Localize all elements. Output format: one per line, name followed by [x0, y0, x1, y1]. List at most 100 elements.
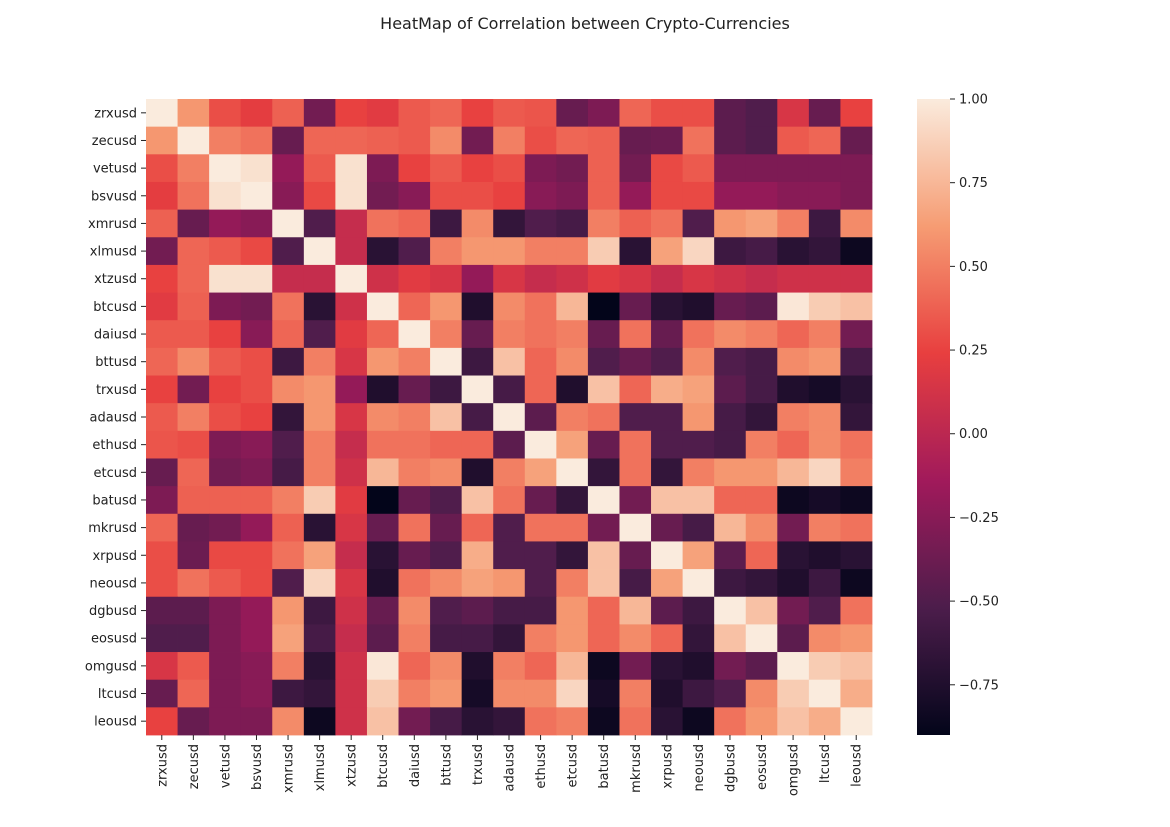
heatmap-cell	[461, 652, 494, 681]
heatmap-cell	[745, 569, 778, 598]
heatmap-cell	[366, 458, 399, 487]
heatmap-cell	[714, 126, 747, 155]
heatmap-cell	[493, 652, 526, 681]
heatmap-cell	[398, 292, 431, 321]
y-tick-label: etcusd	[93, 466, 137, 481]
heatmap-cell	[493, 707, 526, 736]
heatmap-cell	[745, 264, 778, 293]
heatmap-cell	[177, 375, 210, 404]
heatmap-cell	[619, 458, 652, 487]
colorbar-tick-label: −0.25	[959, 511, 999, 526]
heatmap-cell	[808, 209, 841, 238]
x-tick-label: neousd	[692, 744, 707, 791]
heatmap-cell	[240, 99, 273, 128]
heatmap-cell	[556, 486, 589, 515]
heatmap-cell	[430, 320, 463, 349]
heatmap-cell	[777, 403, 810, 432]
heatmap-cell	[556, 99, 589, 128]
heatmap-cell	[366, 486, 399, 515]
heatmap-cell	[556, 513, 589, 542]
x-tick-label: mkrusd	[629, 744, 644, 793]
heatmap-cell	[840, 679, 873, 708]
heatmap-cell	[335, 99, 368, 128]
heatmap-cell	[209, 375, 242, 404]
heatmap-cell	[682, 541, 715, 570]
heatmap-cell	[651, 541, 684, 570]
heatmap-cell	[808, 292, 841, 321]
y-tick-label: zecusd	[92, 134, 137, 149]
heatmap-cell	[209, 292, 242, 321]
heatmap-cell	[556, 237, 589, 266]
heatmap-cell	[398, 209, 431, 238]
heatmap-cell	[651, 403, 684, 432]
heatmap-cell	[366, 513, 399, 542]
heatmap-cell	[587, 652, 620, 681]
y-tick-label: xlmusd	[90, 245, 137, 260]
heatmap-cell	[619, 486, 652, 515]
heatmap-cell	[651, 707, 684, 736]
heatmap-cell	[366, 264, 399, 293]
heatmap-cell	[272, 458, 305, 487]
heatmap-cell	[303, 624, 336, 653]
heatmap-cell	[714, 652, 747, 681]
heatmap-cell	[177, 154, 210, 183]
heatmap-cell	[398, 347, 431, 376]
colorbar-tick-label: 0.75	[959, 176, 988, 191]
y-tick-label: vetusd	[93, 162, 137, 177]
heatmap-cell	[840, 126, 873, 155]
heatmap-cell	[146, 181, 178, 211]
heatmap-cell	[493, 292, 526, 321]
heatmap-cell	[398, 458, 431, 487]
heatmap-cell	[808, 541, 841, 570]
heatmap-cell	[303, 126, 336, 155]
heatmap-cell	[651, 264, 684, 293]
heatmap-cell	[556, 430, 589, 459]
heatmap-cell	[209, 403, 242, 432]
heatmap-cell	[745, 209, 778, 238]
x-tick-label: eosusd	[755, 744, 770, 790]
heatmap-cell	[619, 99, 652, 128]
heatmap-cell	[272, 209, 305, 238]
heatmap-cell	[587, 513, 620, 542]
heatmap-cell	[619, 430, 652, 459]
heatmap-cell	[209, 264, 242, 293]
heatmap-cell	[146, 430, 178, 459]
heatmap-cell	[745, 707, 778, 736]
heatmap-cell	[524, 154, 557, 183]
heatmap-cell	[840, 320, 873, 349]
heatmap-cell	[619, 652, 652, 681]
heatmap-cell	[556, 292, 589, 321]
heatmap-cell	[840, 154, 873, 183]
heatmap-cell	[808, 596, 841, 625]
heatmap-cell	[240, 320, 273, 349]
heatmap-cell	[177, 569, 210, 598]
heatmap-cell	[272, 569, 305, 598]
heatmap-cell	[745, 126, 778, 155]
heatmap-cell	[745, 596, 778, 625]
colorbar-tick-label: 0.00	[959, 427, 988, 442]
x-tick-label: bttusd	[439, 744, 454, 786]
heatmap-cell	[524, 320, 557, 349]
heatmap-cell	[461, 486, 494, 515]
heatmap-cell	[366, 652, 399, 681]
heatmap-cell	[682, 209, 715, 238]
x-tick-label: daiusd	[408, 744, 423, 787]
heatmap-cell	[651, 486, 684, 515]
x-tick-label: leousd	[850, 744, 865, 787]
heatmap-cell	[524, 513, 557, 542]
heatmap-cell	[335, 264, 368, 293]
heatmap-cell	[745, 513, 778, 542]
y-tick-label: daiusd	[94, 328, 137, 343]
heatmap-cell	[556, 707, 589, 736]
heatmap-cell	[808, 154, 841, 183]
heatmap-cell	[430, 264, 463, 293]
heatmap-cell	[651, 458, 684, 487]
y-tick-label: leousd	[94, 715, 137, 730]
heatmap-cell	[651, 430, 684, 459]
heatmap-cell	[619, 209, 652, 238]
heatmap-cell	[335, 375, 368, 404]
heatmap-cell	[651, 237, 684, 266]
heatmap-cell	[777, 347, 810, 376]
heatmap-cell	[651, 679, 684, 708]
heatmap-cell	[682, 347, 715, 376]
